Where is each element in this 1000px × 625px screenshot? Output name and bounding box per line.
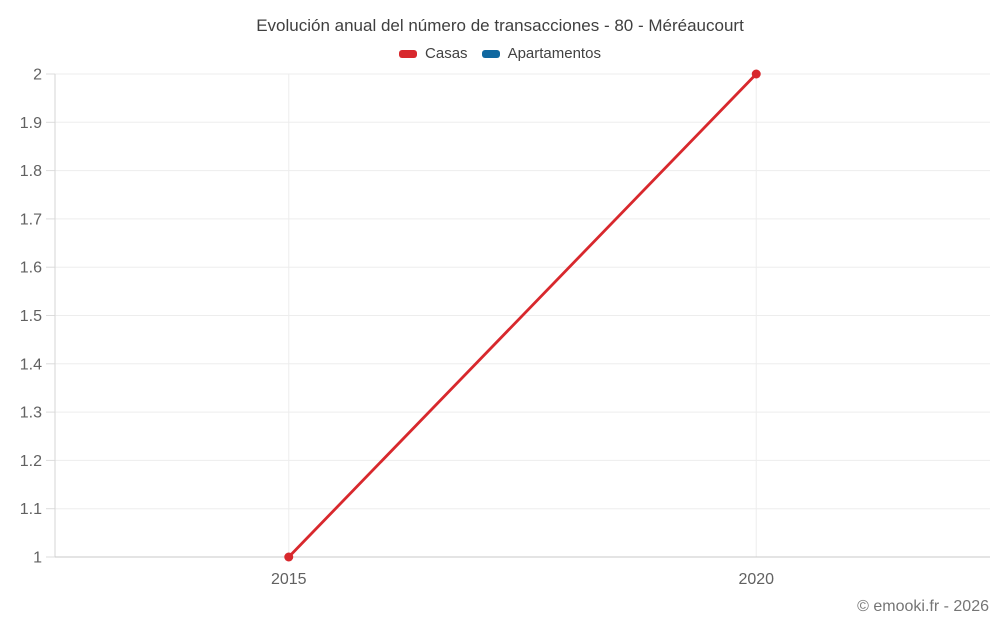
casas-series-swatch-icon xyxy=(399,49,418,58)
y-axis-label: 1.7 xyxy=(20,211,42,228)
y-axis-label: 1.3 xyxy=(20,405,42,422)
y-axis-label: 1 xyxy=(33,550,42,567)
y-axis-label: 1.8 xyxy=(20,163,42,180)
y-axis-label: 1.9 xyxy=(20,115,42,132)
y-axis-label: 1.6 xyxy=(20,260,42,277)
footer-credit: © emooki.fr - 2026 xyxy=(857,598,989,615)
x-axis-label-2015: 2015 xyxy=(271,571,307,588)
legend-label-casas: Casas xyxy=(425,45,468,62)
data-point-casas-2015[interactable] xyxy=(284,552,294,562)
y-axis-label: 2 xyxy=(33,67,42,84)
y-axis-label: 1.4 xyxy=(20,356,42,373)
series-line-casas xyxy=(287,72,758,559)
y-axis-label: 1.1 xyxy=(20,501,42,518)
chart-title: Evolución anual del número de transaccio… xyxy=(256,16,744,35)
y-axis-label: 1.2 xyxy=(20,453,42,470)
apartamentos-series-swatch-icon xyxy=(481,49,500,58)
legend: Casas Apartamentos xyxy=(0,45,1000,62)
legend-label-apartamentos: Apartamentos xyxy=(507,45,601,62)
legend-item-apartamentos[interactable]: Apartamentos xyxy=(481,45,601,62)
y-axis-label: 1.5 xyxy=(20,308,42,325)
data-point-casas-2020[interactable] xyxy=(751,69,761,79)
legend-item-casas[interactable]: Casas xyxy=(399,45,468,62)
x-axis-label-2020: 2020 xyxy=(738,571,774,588)
